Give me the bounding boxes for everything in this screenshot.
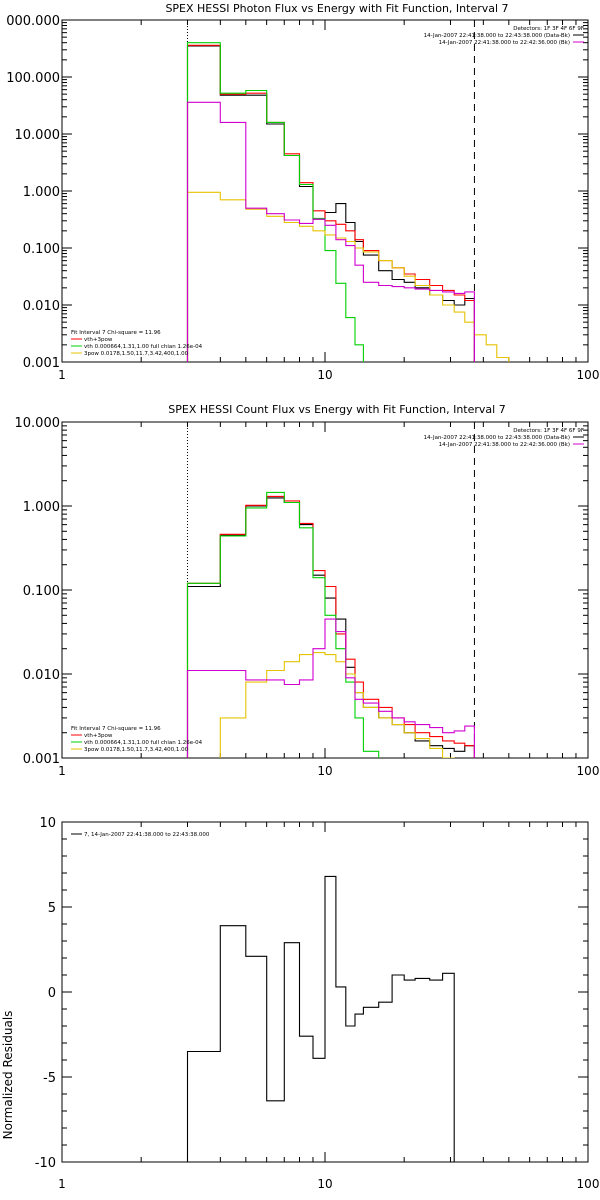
count-legend-line: vth 0.000664,1.31,1.00 full chian 1.26e-…	[84, 740, 203, 746]
residuals-y-tick-label: 5	[48, 901, 56, 916]
photon-legend-top-line: 14-Jan-2007 22:41:38.000 to 22:43:38.000…	[424, 33, 570, 39]
count-y-tick-label: 0.001	[23, 752, 60, 767]
count-y-tick-label: 0.010	[23, 668, 60, 683]
count-series-vth	[186, 491, 380, 758]
count-chart-title: SPEX HESSI Count Flux vs Energy with Fit…	[168, 403, 505, 416]
residuals-legend-line: 7, 14-Jan-2007 22:41:38.000 to 22:43:38.…	[84, 832, 210, 838]
count-legend-top-line: Detectors: 1F 3F 4F 6F 9F	[513, 428, 584, 434]
residuals-axes: 1 10 100 10 5 0 -5 -10	[35, 816, 600, 1191]
residuals-x-tick-label: 10	[317, 1177, 332, 1191]
count-series	[186, 491, 475, 758]
photon-series-vth-3pow	[186, 44, 475, 362]
photon-series-bk	[186, 101, 475, 362]
photon-x-tick-label: 10	[317, 368, 332, 382]
count-axes: 1 10 100 0.001 0.010 0.100 1.000 10.000	[15, 416, 600, 778]
photon-series-vth	[186, 42, 364, 362]
photon-legend-line: 3pow 0.0178,1.50,11.7,3.42,400,1.00	[84, 351, 189, 357]
residuals-legend: 7, 14-Jan-2007 22:41:38.000 to 22:43:38.…	[71, 832, 210, 838]
count-series-bk	[186, 618, 475, 758]
residuals-chart: Normalized Residuals 1 10 100 10 5 0 -5 -10 7, …	[1, 816, 600, 1191]
count-series-3pow	[219, 652, 455, 758]
photon-y-tick-label: 1.000	[23, 185, 60, 200]
residuals-y-tick-label: 0	[48, 986, 56, 1001]
count-legend-top-line: 14-Jan-2007 22:41:38.000 to 22:43:38.000…	[424, 435, 570, 441]
residuals-series-7-14-jan-2007-22-41-38-0	[186, 875, 455, 1162]
residuals-y-tick-label: -5	[43, 1071, 56, 1086]
photon-legend-top-line: 14-Jan-2007 22:41:38.000 to 22:42:36.000…	[439, 40, 570, 46]
photon-series-data-bk	[186, 45, 475, 362]
photon-y-tick-label: 0.100	[23, 242, 60, 257]
photon-flux-chart: SPEX HESSI Photon Flux vs Energy with Fi…	[6, 2, 599, 382]
residuals-x-tick-label: 100	[577, 1177, 600, 1191]
residuals-y-tick-label: 10	[39, 816, 56, 831]
photon-legend-top-line: Detectors: 1F 3F 4F 6F 9F	[513, 26, 584, 32]
count-legend-line: vth+3pow	[84, 733, 113, 739]
count-y-tick-label: 10.000	[15, 416, 61, 431]
photon-legend-line: Fit Interval 7 Chi-square = 11.96	[71, 330, 161, 336]
count-flux-chart: SPEX HESSI Count Flux vs Energy with Fit…	[15, 403, 600, 778]
count-x-tick-label: 10	[317, 764, 332, 778]
photon-series-3pow	[186, 191, 510, 362]
residuals-ylabel: Normalized Residuals	[1, 1011, 15, 1140]
count-x-tick-label: 100	[577, 764, 600, 778]
count-legend-top-line: 14-Jan-2007 22:41:38.000 to 22:42:36.000…	[439, 442, 570, 448]
residuals-y-tick-label: -10	[35, 1156, 56, 1171]
photon-legend-line: vth 0.000664,1.31,1.00 full chian 1.26e-…	[84, 344, 203, 350]
photon-legend-line: vth+3pow	[84, 337, 113, 343]
photon-chart-title: SPEX HESSI Photon Flux vs Energy with Fi…	[165, 2, 508, 15]
photon-axes: 1 10 100 0.001 0.010 0.100 1.000 10.000 100.000 0…	[6, 14, 599, 382]
photon-series	[186, 42, 510, 362]
photon-y-tick-label: 0.001	[23, 356, 60, 371]
count-y-tick-label: 0.100	[23, 584, 60, 599]
count-y-tick-label: 1.000	[23, 500, 60, 515]
count-series-data-bk	[186, 497, 475, 758]
count-series-vth-3pow	[186, 495, 475, 758]
photon-plot-frame	[61, 19, 589, 363]
count-legend-line: 3pow 0.0178,1.50,11.7,3.42,400,1.00	[84, 747, 189, 753]
residuals-x-tick-label: 1	[58, 1177, 66, 1191]
photon-y-tick-label: 100.000	[6, 71, 60, 86]
residuals-series	[186, 875, 455, 1162]
count-legend-line: Fit Interval 7 Chi-square = 11.96	[71, 726, 161, 732]
count-x-tick-label: 1	[58, 764, 66, 778]
photon-x-tick-label: 100	[577, 368, 600, 382]
photon-x-tick-label: 1	[58, 368, 66, 382]
photon-y-tick-label: 0.010	[23, 299, 60, 314]
photon-y-tick-label: 10.000	[15, 128, 61, 143]
photon-y-tick-label: 000.000	[6, 14, 60, 29]
